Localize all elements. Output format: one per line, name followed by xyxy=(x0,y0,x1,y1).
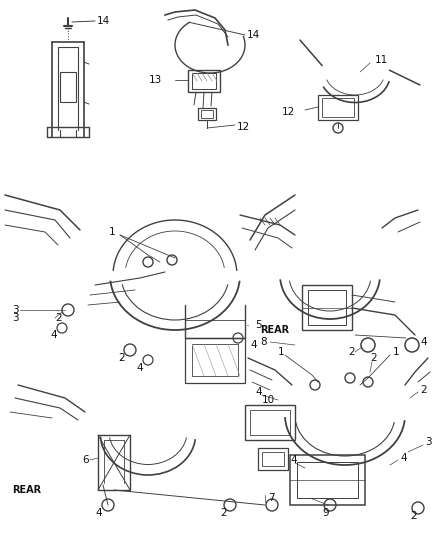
Bar xyxy=(290,455,364,505)
Text: 2: 2 xyxy=(219,508,226,518)
Text: REAR: REAR xyxy=(259,325,289,335)
Text: 2: 2 xyxy=(348,347,354,357)
Bar xyxy=(184,338,244,383)
Bar xyxy=(297,462,357,498)
Text: 13: 13 xyxy=(148,75,162,85)
Bar xyxy=(307,290,345,325)
Text: 12: 12 xyxy=(281,107,294,117)
Bar xyxy=(249,410,290,435)
Bar xyxy=(191,73,215,89)
Text: 1: 1 xyxy=(109,227,115,237)
Text: 6: 6 xyxy=(82,455,88,465)
Text: 8: 8 xyxy=(259,337,266,347)
Text: 2: 2 xyxy=(55,313,61,323)
Bar xyxy=(187,70,219,92)
Text: 14: 14 xyxy=(97,16,110,26)
Text: 11: 11 xyxy=(374,55,387,65)
Text: 2: 2 xyxy=(118,353,124,363)
Text: 12: 12 xyxy=(237,122,250,132)
Bar xyxy=(321,98,353,117)
Text: 4: 4 xyxy=(50,330,57,340)
Bar xyxy=(261,452,283,466)
Text: 10: 10 xyxy=(261,395,274,405)
Text: 1: 1 xyxy=(392,347,399,357)
Text: 5: 5 xyxy=(254,320,261,330)
Text: 14: 14 xyxy=(247,30,260,40)
Text: 4: 4 xyxy=(254,387,261,397)
Text: 9: 9 xyxy=(321,508,328,518)
Bar xyxy=(201,110,212,118)
Text: 4: 4 xyxy=(136,363,142,373)
Text: 1: 1 xyxy=(277,347,284,357)
Bar xyxy=(191,344,237,376)
Text: 2: 2 xyxy=(419,385,426,395)
Text: 4: 4 xyxy=(95,508,101,518)
Bar xyxy=(258,448,287,470)
Bar xyxy=(244,405,294,440)
Text: 3: 3 xyxy=(12,305,18,315)
Text: 4: 4 xyxy=(399,453,406,463)
Text: 2: 2 xyxy=(409,511,416,521)
Text: 2: 2 xyxy=(369,353,376,363)
Text: 4: 4 xyxy=(249,340,256,350)
Bar xyxy=(60,72,76,102)
Text: 4: 4 xyxy=(419,337,426,347)
Text: REAR: REAR xyxy=(12,485,41,495)
Text: 4: 4 xyxy=(290,455,296,465)
Text: 7: 7 xyxy=(267,493,274,503)
Bar xyxy=(317,95,357,120)
Bar xyxy=(301,285,351,330)
Text: 3: 3 xyxy=(424,437,431,447)
Text: 3: 3 xyxy=(12,313,18,323)
Bar xyxy=(198,108,215,120)
